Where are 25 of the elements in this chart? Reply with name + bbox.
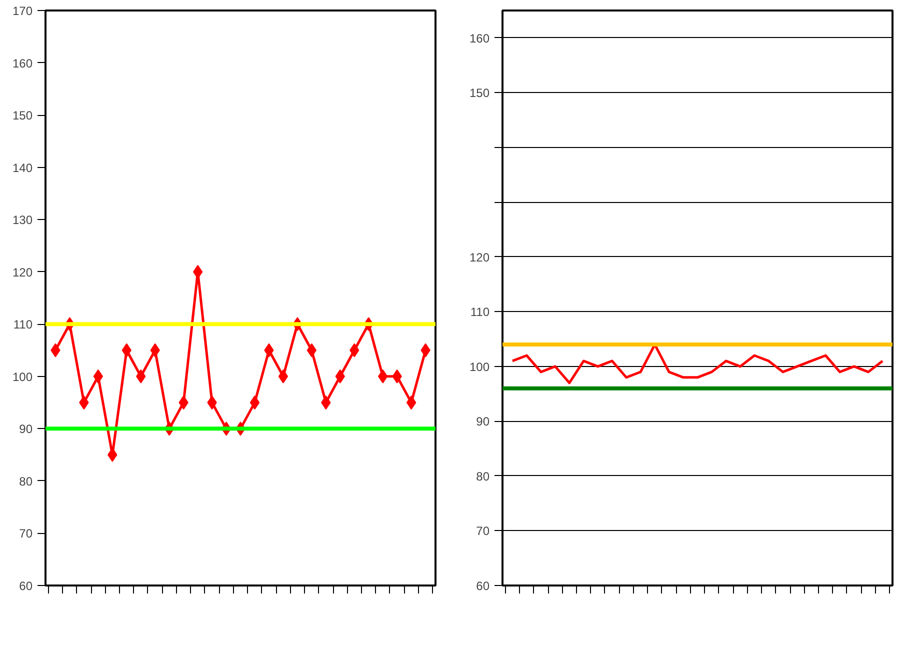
- y-tick-label: 90: [476, 414, 490, 429]
- point: [406, 396, 416, 410]
- y-tick-label: 80: [19, 474, 33, 488]
- y-tick-label: 70: [476, 524, 490, 538]
- point: [192, 264, 203, 279]
- y-tick-label: 70: [19, 526, 33, 541]
- y-tick-label: 130: [12, 213, 33, 228]
- y-tick-label: 80: [476, 469, 490, 484]
- y-tick-label: 150: [469, 86, 490, 100]
- y-tick-label: 90: [19, 422, 33, 436]
- y-tick-label: 110: [470, 305, 490, 320]
- y-tick-label: 160: [469, 31, 490, 46]
- y-tick-label: 150: [12, 108, 33, 123]
- y-tick-label: 170: [12, 4, 33, 18]
- y-tick-label: 120: [469, 250, 490, 264]
- y-tick-label: 100: [12, 370, 33, 384]
- y-tick-label: 60: [19, 579, 33, 593]
- point: [278, 369, 288, 384]
- y-tick-label: 60: [476, 579, 490, 593]
- y-tick-label: 160: [12, 56, 33, 70]
- point: [250, 396, 260, 410]
- y-tick-label: 120: [12, 265, 33, 280]
- y-tick-label: 100: [469, 360, 490, 374]
- y-tick-label: 140: [12, 160, 33, 175]
- y-tick-label: 110: [13, 318, 33, 332]
